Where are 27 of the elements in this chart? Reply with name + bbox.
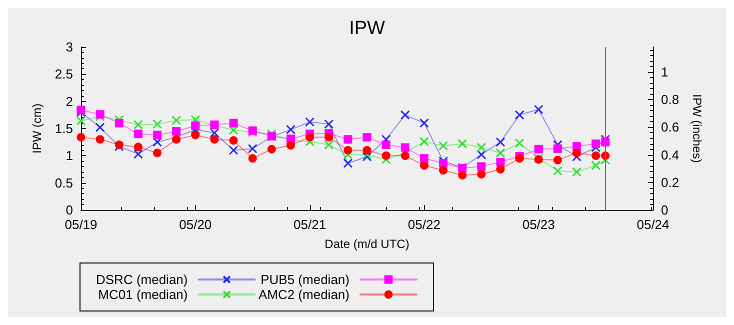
x-tick-label: 05/22 bbox=[408, 217, 440, 232]
legend-label: PUB5 (median) bbox=[260, 272, 350, 287]
y-tick-label: 1.5 bbox=[54, 121, 73, 136]
y-tick-label: 0 bbox=[66, 202, 73, 218]
legend-label: AMC2 (median) bbox=[258, 287, 350, 302]
x-axis-title: Date (m/d UTC) bbox=[324, 237, 410, 251]
legend-label: MC01 (median) bbox=[98, 287, 188, 302]
y2-tick-label: 0 bbox=[661, 202, 668, 218]
legend-label: DSRC (median) bbox=[96, 272, 188, 287]
x-tick-label: 05/24 bbox=[636, 217, 670, 232]
x-tick-label: 05/23 bbox=[522, 217, 555, 232]
y-tick-label: 3 bbox=[66, 40, 73, 54]
y2-tick-label: 0.6 bbox=[661, 120, 680, 135]
y2-tick-label: 0.2 bbox=[661, 174, 680, 190]
y-axis-title: IPW (cm) bbox=[30, 104, 44, 154]
y2-tick-label: 0.8 bbox=[661, 92, 680, 108]
y2-tick-label: 0.4 bbox=[661, 147, 680, 162]
x-tick-label: 05/21 bbox=[294, 217, 326, 232]
x-tick-label: 05/19 bbox=[64, 217, 98, 232]
y-tick-label: 0.5 bbox=[54, 175, 73, 190]
y-tick-label: 1 bbox=[66, 148, 73, 164]
y2-axis-title: IPW (inches) bbox=[690, 94, 704, 163]
y-tick-label: 2 bbox=[66, 94, 73, 109]
x-tick-label: 05/20 bbox=[179, 217, 212, 232]
y2-tick-label: 1 bbox=[661, 64, 668, 80]
y-tick-label: 2.5 bbox=[54, 66, 73, 82]
chart-title: IPW bbox=[349, 18, 386, 39]
